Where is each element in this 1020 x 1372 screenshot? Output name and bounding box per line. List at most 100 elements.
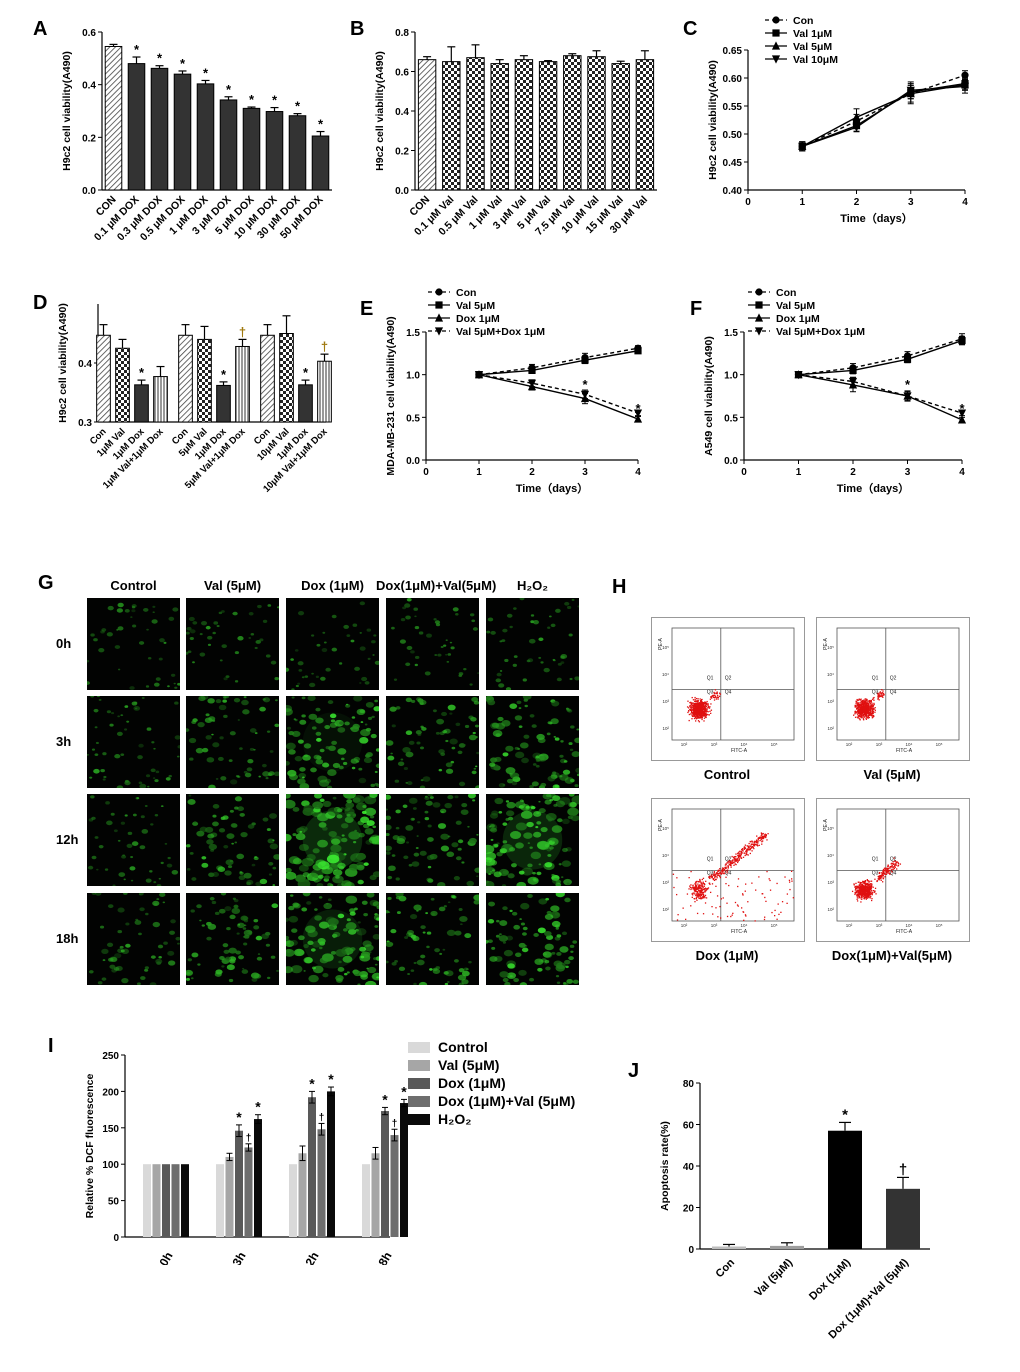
event-dot xyxy=(760,835,762,837)
event-dot xyxy=(702,703,705,705)
bar xyxy=(265,111,284,191)
event-dot xyxy=(732,912,734,915)
event-dot xyxy=(868,700,871,702)
event-dot xyxy=(736,857,738,860)
event-dot xyxy=(696,713,698,716)
event-dot xyxy=(697,705,700,707)
event-dot xyxy=(713,699,716,701)
event-dot xyxy=(882,696,884,698)
significance-mark: † xyxy=(321,339,328,354)
event-dot xyxy=(857,717,859,719)
event-dot xyxy=(881,695,883,698)
event-dot xyxy=(692,708,694,710)
series-line xyxy=(802,85,966,147)
event-dot xyxy=(879,692,881,694)
marker-circle xyxy=(435,288,443,296)
y-tick-label: 0.5 xyxy=(724,413,738,424)
event-dot xyxy=(863,896,866,898)
event-dot xyxy=(719,905,721,908)
event-dot xyxy=(762,838,764,840)
event-dot xyxy=(879,874,882,877)
event-dot xyxy=(726,870,728,872)
y-tick-label: 0.6 xyxy=(395,68,409,79)
event-dot xyxy=(747,901,749,903)
event-dot xyxy=(694,889,696,891)
event-dot xyxy=(760,837,763,839)
event-dot xyxy=(702,705,704,707)
event-dot xyxy=(741,852,743,854)
event-dot xyxy=(860,890,862,892)
event-dot xyxy=(863,712,866,714)
event-dot xyxy=(858,709,860,712)
event-dot xyxy=(695,888,698,891)
event-dot xyxy=(856,708,859,710)
event-dot xyxy=(868,711,870,714)
event-dot xyxy=(738,858,740,860)
legend-label: Val 5μM xyxy=(776,300,815,312)
event-dot xyxy=(868,888,870,891)
event-dot xyxy=(881,875,883,877)
x-tick-label: 10³ xyxy=(876,742,883,747)
legend-item: Con xyxy=(765,15,813,27)
event-dot xyxy=(865,713,867,715)
marker-triangle-down xyxy=(474,371,484,380)
event-dot xyxy=(700,715,702,717)
event-dot xyxy=(874,878,876,880)
event-dot xyxy=(858,710,861,713)
event-dot xyxy=(859,890,861,893)
event-dot xyxy=(729,861,731,864)
event-dot xyxy=(700,713,702,715)
event-dot xyxy=(702,714,704,716)
event-dot xyxy=(698,710,700,712)
event-dot xyxy=(691,718,693,720)
x-tick-label: 10² xyxy=(846,923,853,928)
event-dot xyxy=(893,857,895,859)
event-dot xyxy=(717,696,719,698)
event-dot xyxy=(863,887,866,889)
event-dot xyxy=(695,881,698,883)
event-dot xyxy=(703,717,706,719)
event-dot xyxy=(710,712,712,714)
event-dot xyxy=(697,698,699,700)
event-dot xyxy=(689,705,691,707)
event-dot xyxy=(725,863,727,865)
event-dot xyxy=(774,914,776,917)
event-dot xyxy=(743,919,745,921)
event-dot xyxy=(742,894,744,896)
event-dot xyxy=(743,846,746,848)
event-dot xyxy=(699,698,701,700)
event-dot xyxy=(864,705,867,707)
event-dot xyxy=(699,887,701,889)
event-dot xyxy=(872,712,874,715)
event-dot xyxy=(719,868,721,870)
event-dot xyxy=(866,716,868,718)
event-dot xyxy=(700,882,702,884)
event-dot xyxy=(716,872,719,874)
event-dot xyxy=(863,891,865,893)
event-dot xyxy=(727,869,729,871)
event-dot xyxy=(892,863,894,865)
event-dot xyxy=(736,861,739,864)
event-dot xyxy=(745,853,747,856)
event-dot xyxy=(694,716,697,718)
event-dot xyxy=(705,716,707,718)
event-dot xyxy=(748,842,750,845)
event-dot xyxy=(702,715,705,717)
event-dot xyxy=(686,706,689,708)
event-dot xyxy=(881,689,883,691)
event-dot xyxy=(885,873,888,875)
event-dot xyxy=(695,706,697,708)
event-dot xyxy=(705,712,707,714)
event-dot xyxy=(857,891,860,894)
event-dot xyxy=(866,879,868,881)
fluorescence-image xyxy=(486,696,579,788)
fluorescence-image xyxy=(87,598,180,690)
event-dot xyxy=(886,869,888,872)
event-dot xyxy=(867,705,870,708)
event-dot xyxy=(719,872,721,875)
event-dot xyxy=(872,715,875,717)
event-dot xyxy=(704,883,706,886)
event-dot xyxy=(871,710,873,712)
event-dot xyxy=(756,843,758,846)
event-dot xyxy=(862,895,864,897)
